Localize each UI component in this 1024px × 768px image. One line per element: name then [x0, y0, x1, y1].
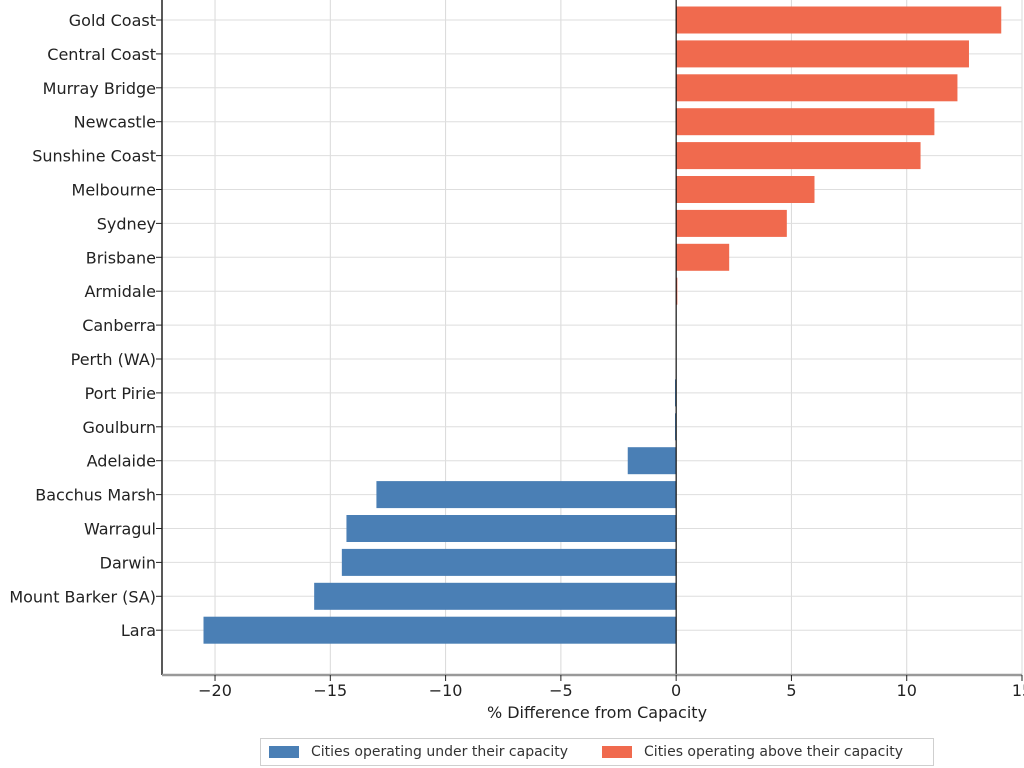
y-tick-label: Port Pirie	[85, 384, 156, 403]
y-tick-label: Darwin	[100, 553, 156, 572]
x-tick-label: 15	[1012, 681, 1024, 700]
y-tick-label: Gold Coast	[69, 11, 156, 30]
bar-mount-barker-sa	[314, 582, 677, 610]
y-tick-label: Murray Bridge	[43, 79, 156, 98]
y-tick-label: Brisbane	[86, 248, 156, 267]
bars	[203, 6, 1002, 644]
x-tick-labels: −20 −15 −10 −5 0 5 10 15	[198, 681, 1024, 700]
bar-brisbane	[676, 243, 730, 271]
bar-murray-bridge	[676, 74, 958, 102]
bar-melbourne	[676, 176, 815, 203]
legend: Cities operating under their capacity Ci…	[260, 738, 934, 766]
x-tick-label: 10	[897, 681, 917, 700]
y-tick-label: Sydney	[97, 214, 156, 233]
y-tick-label: Adelaide	[87, 452, 156, 471]
legend-label-under: Cities operating under their capacity	[311, 744, 569, 760]
bar-chart: Gold Coast Central Coast Murray Bridge Newc…	[9, 0, 1024, 722]
y-tick-label: Mount Barker (SA)	[9, 587, 156, 606]
y-tick-label: Canberra	[82, 316, 156, 335]
y-tick-label: Perth (WA)	[71, 350, 156, 369]
y-tick-label: Sunshine Coast	[32, 147, 156, 166]
bar-central-coast	[676, 40, 969, 68]
bar-sunshine-coast	[676, 142, 921, 170]
y-tick-label: Warragul	[84, 520, 156, 539]
legend-swatch-under	[269, 746, 299, 758]
x-tick-label: −20	[198, 681, 232, 700]
y-tick-labels: Gold Coast Central Coast Murray Bridge Newc…	[9, 11, 156, 640]
legend-swatch-above	[602, 746, 633, 758]
bar-warragul	[346, 515, 677, 542]
y-tick-label: Lara	[121, 621, 156, 640]
y-tick-label: Armidale	[84, 282, 156, 301]
bar-darwin	[341, 548, 677, 576]
y-tick-label: Goulburn	[82, 418, 156, 437]
legend-label-above: Cities operating above their capacity	[644, 744, 903, 760]
y-tick-label: Bacchus Marsh	[35, 486, 156, 505]
y-tick-label: Central Coast	[47, 45, 156, 64]
legend-item-above: Cities operating above their capacity	[602, 744, 903, 760]
bar-adelaide	[627, 447, 677, 475]
bar-newcastle	[676, 108, 935, 136]
legend-item-under: Cities operating under their capacity	[269, 744, 568, 760]
bar-gold-coast	[676, 6, 1002, 34]
x-tick-label: 5	[786, 681, 796, 700]
x-tick-label: −10	[429, 681, 463, 700]
bar-bacchus-marsh	[376, 481, 677, 509]
x-axis-title: % Difference from Capacity	[487, 703, 707, 722]
x-tick-label: 0	[671, 681, 681, 700]
axes	[156, 0, 1023, 681]
x-tick-label: −5	[549, 681, 573, 700]
x-tick-label: −15	[313, 681, 347, 700]
y-tick-label: Newcastle	[74, 113, 156, 132]
bar-lara	[203, 616, 677, 644]
bar-sydney	[676, 209, 787, 237]
y-tick-label: Melbourne	[72, 181, 156, 200]
